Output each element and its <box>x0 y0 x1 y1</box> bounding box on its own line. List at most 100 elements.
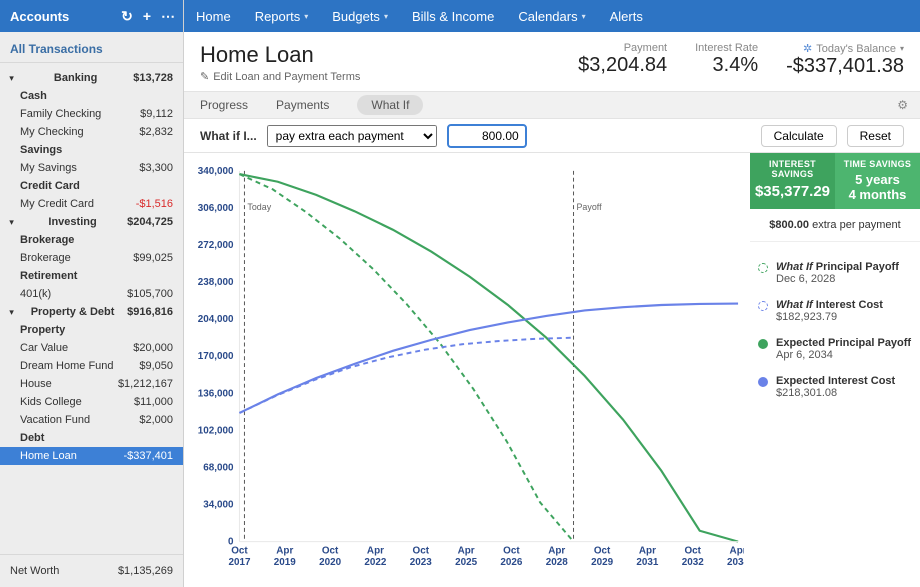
chevron-down-icon[interactable]: ▾ <box>900 44 904 53</box>
svg-text:Today: Today <box>247 202 271 212</box>
sidebar-subgroup[interactable]: Retirement <box>0 267 183 285</box>
sidebar-footer: Net Worth $1,135,269 <box>0 554 183 587</box>
sidebar-account[interactable]: House$1,212,167 <box>0 375 183 393</box>
nav-bills-income[interactable]: Bills & Income <box>412 9 494 24</box>
svg-text:Apr: Apr <box>548 545 565 556</box>
svg-text:2034: 2034 <box>727 557 744 568</box>
sidebar-subgroup[interactable]: Brokerage <box>0 231 183 249</box>
legend-item: What If Principal PayoffDec 6, 2028 <box>756 254 914 292</box>
sidebar-subgroup[interactable]: Cash <box>0 87 183 105</box>
svg-text:Oct: Oct <box>684 545 701 556</box>
sidebar-account[interactable]: Vacation Fund$2,000 <box>0 411 183 429</box>
svg-text:Apr: Apr <box>367 545 384 556</box>
svg-text:Oct: Oct <box>413 545 430 556</box>
legend-item: Expected Interest Cost$218,301.08 <box>756 368 914 406</box>
gear-icon[interactable]: ⚙ <box>897 98 908 112</box>
whatif-label: What if I... <box>200 129 257 143</box>
add-icon[interactable]: + <box>143 8 151 24</box>
sidebar-account[interactable]: My Savings$3,300 <box>0 159 183 177</box>
main-header: Home Loan ✎ Edit Loan and Payment Terms … <box>184 32 920 91</box>
nav-calendars[interactable]: Calendars▾ <box>518 9 585 24</box>
svg-text:170,000: 170,000 <box>198 351 234 362</box>
svg-text:Apr: Apr <box>730 545 744 556</box>
whatif-amount-input[interactable] <box>447 124 527 148</box>
sidebar-group[interactable]: Property & Debt$916,816 <box>0 303 183 321</box>
sidebar-account[interactable]: Car Value$20,000 <box>0 339 183 357</box>
chevron-down-icon: ▾ <box>384 12 388 21</box>
whatif-controls: What if I... pay extra each payment Calc… <box>184 119 920 153</box>
sidebar-account[interactable]: Family Checking$9,112 <box>0 105 183 123</box>
time-savings: TIME SAVINGS 5 years4 months <box>835 153 920 209</box>
pencil-icon: ✎ <box>200 70 209 83</box>
stat-rate: Interest Rate 3.4% <box>695 42 758 77</box>
gear-small-icon[interactable]: ✲ <box>803 42 812 55</box>
sidebar-group[interactable]: Banking$13,728 <box>0 69 183 87</box>
side-panel: INTEREST SAVINGS $35,377.29 TIME SAVINGS… <box>750 153 920 587</box>
refresh-icon[interactable]: ↻ <box>121 8 133 25</box>
sidebar-subgroup[interactable]: Credit Card <box>0 177 183 195</box>
legend-item: What If Interest Cost$182,923.79 <box>756 292 914 330</box>
sidebar-accounts: All Transactions Banking$13,728CashFamil… <box>0 32 183 554</box>
svg-text:2025: 2025 <box>455 557 478 568</box>
sidebar-account[interactable]: My Credit Card-$1,516 <box>0 195 183 213</box>
sidebar-account[interactable]: 401(k)$105,700 <box>0 285 183 303</box>
svg-text:102,000: 102,000 <box>198 425 234 436</box>
sidebar-subgroup[interactable]: Savings <box>0 141 183 159</box>
svg-text:Oct: Oct <box>503 545 520 556</box>
svg-text:2023: 2023 <box>410 557 433 568</box>
svg-text:272,000: 272,000 <box>198 240 234 251</box>
sidebar-account[interactable]: Dream Home Fund$9,050 <box>0 357 183 375</box>
sidebar-header: Accounts ↻ + ⋯ <box>0 0 183 32</box>
sidebar-subgroup[interactable]: Debt <box>0 429 183 447</box>
nav-budgets[interactable]: Budgets▾ <box>332 9 388 24</box>
svg-text:Payoff: Payoff <box>576 202 602 212</box>
svg-text:Oct: Oct <box>594 545 611 556</box>
sidebar: Accounts ↻ + ⋯ All Transactions Banking$… <box>0 0 184 587</box>
sidebar-subgroup[interactable]: Property <box>0 321 183 339</box>
chart-legend: What If Principal PayoffDec 6, 2028What … <box>750 242 920 406</box>
tab-what-if[interactable]: What If <box>357 95 423 115</box>
interest-savings: INTEREST SAVINGS $35,377.29 <box>750 153 835 209</box>
svg-text:2029: 2029 <box>591 557 614 568</box>
sidebar-account[interactable]: Kids College$11,000 <box>0 393 183 411</box>
chevron-down-icon: ▾ <box>304 12 308 21</box>
nav-alerts[interactable]: Alerts <box>610 9 643 24</box>
svg-text:Oct: Oct <box>322 545 339 556</box>
svg-text:Oct: Oct <box>231 545 248 556</box>
edit-loan-link[interactable]: ✎ Edit Loan and Payment Terms <box>200 70 360 83</box>
svg-text:Apr: Apr <box>639 545 656 556</box>
svg-text:2019: 2019 <box>274 557 297 568</box>
svg-text:2031: 2031 <box>636 557 659 568</box>
sidebar-account[interactable]: Home Loan-$337,401 <box>0 447 183 465</box>
svg-text:2020: 2020 <box>319 557 342 568</box>
tabs: Progress Payments What If ⚙ <box>184 91 920 119</box>
networth-value: $1,135,269 <box>118 565 173 577</box>
sidebar-title: Accounts <box>10 9 69 24</box>
sidebar-group[interactable]: Investing$204,725 <box>0 213 183 231</box>
svg-text:204,000: 204,000 <box>198 314 234 325</box>
svg-text:34,000: 34,000 <box>203 500 234 511</box>
svg-text:Apr: Apr <box>276 545 293 556</box>
nav-reports[interactable]: Reports▾ <box>255 9 309 24</box>
stat-balance: ✲Today's Balance▾ -$337,401.38 <box>786 42 904 78</box>
svg-text:306,000: 306,000 <box>198 203 234 214</box>
svg-text:2026: 2026 <box>500 557 523 568</box>
svg-text:340,000: 340,000 <box>198 166 234 177</box>
networth-label: Net Worth <box>10 565 59 577</box>
tab-payments[interactable]: Payments <box>276 98 329 112</box>
more-icon[interactable]: ⋯ <box>161 8 175 25</box>
stat-payment: Payment $3,204.84 <box>578 42 667 77</box>
extra-per-payment: $800.00 extra per payment <box>750 209 920 242</box>
reset-button[interactable]: Reset <box>847 125 904 147</box>
sidebar-account[interactable]: My Checking$2,832 <box>0 123 183 141</box>
calculate-button[interactable]: Calculate <box>761 125 837 147</box>
loan-chart: 340,000306,000272,000238,000204,000170,0… <box>184 153 750 587</box>
all-transactions[interactable]: All Transactions <box>0 36 183 63</box>
svg-text:2032: 2032 <box>682 557 705 568</box>
main: Home Reports▾ Budgets▾ Bills & Income Calend… <box>184 0 920 587</box>
nav-home[interactable]: Home <box>196 9 231 24</box>
whatif-select[interactable]: pay extra each payment <box>267 125 437 147</box>
svg-text:Apr: Apr <box>458 545 475 556</box>
tab-progress[interactable]: Progress <box>200 98 248 112</box>
sidebar-account[interactable]: Brokerage$99,025 <box>0 249 183 267</box>
